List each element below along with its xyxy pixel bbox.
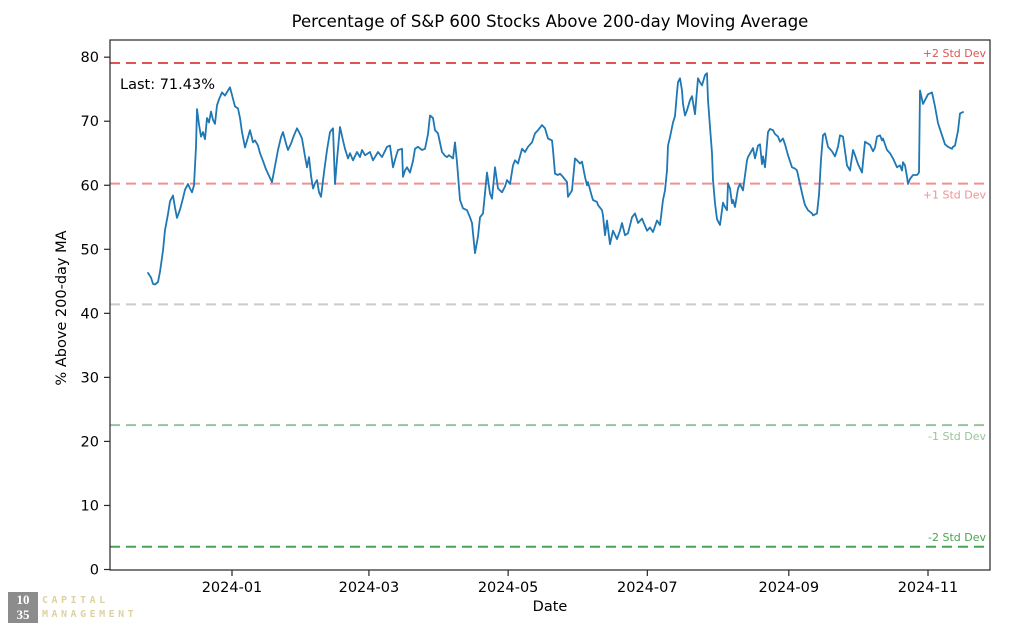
- y-tick-label: 60: [81, 178, 99, 194]
- logo-name-line1: CAPITAL: [42, 595, 109, 606]
- x-tick-label: 2024-01: [202, 580, 263, 596]
- logo-number-top: 10: [16, 592, 30, 607]
- logo-name-line2: MANAGEMENT: [42, 609, 138, 620]
- y-tick-label: 10: [81, 498, 99, 514]
- logo-1035-mark: 10 35: [8, 592, 38, 623]
- x-tick-label: 2024-03: [339, 580, 400, 596]
- x-tick-label: 2024-07: [617, 580, 678, 596]
- last-value-annotation: Last: 71.43%: [120, 77, 215, 93]
- y-tick-label: 70: [81, 114, 99, 130]
- plot-spines: [109, 39, 991, 571]
- +1-std-dev-label: +1 Std Dev: [923, 189, 987, 202]
- logo-company-name: CAPITAL MANAGEMENT: [42, 594, 137, 622]
- +2-std-dev-label: +2 Std Dev: [923, 47, 987, 60]
- -2-std-dev-label: -2 Std Dev: [928, 531, 986, 544]
- y-tick-label: 0: [90, 563, 99, 579]
- y-tick-label: 80: [81, 50, 99, 66]
- y-tick-label: 40: [81, 306, 99, 322]
- x-axis-label: Date: [532, 599, 568, 615]
- y-tick-label: 20: [81, 434, 99, 450]
- y-tick-label: 50: [81, 242, 99, 258]
- y-tick-label: 30: [81, 370, 99, 386]
- x-tick-label: 2024-09: [759, 580, 820, 596]
- -1-std-dev-label: -1 Std Dev: [928, 430, 986, 443]
- x-tick-label: 2024-11: [898, 580, 959, 596]
- series-line: [147, 72, 964, 286]
- x-tick-label: 2024-05: [478, 580, 539, 596]
- logo-number-bottom: 35: [16, 607, 30, 622]
- chart-title: Percentage of S&P 600 Stocks Above 200-d…: [291, 12, 809, 31]
